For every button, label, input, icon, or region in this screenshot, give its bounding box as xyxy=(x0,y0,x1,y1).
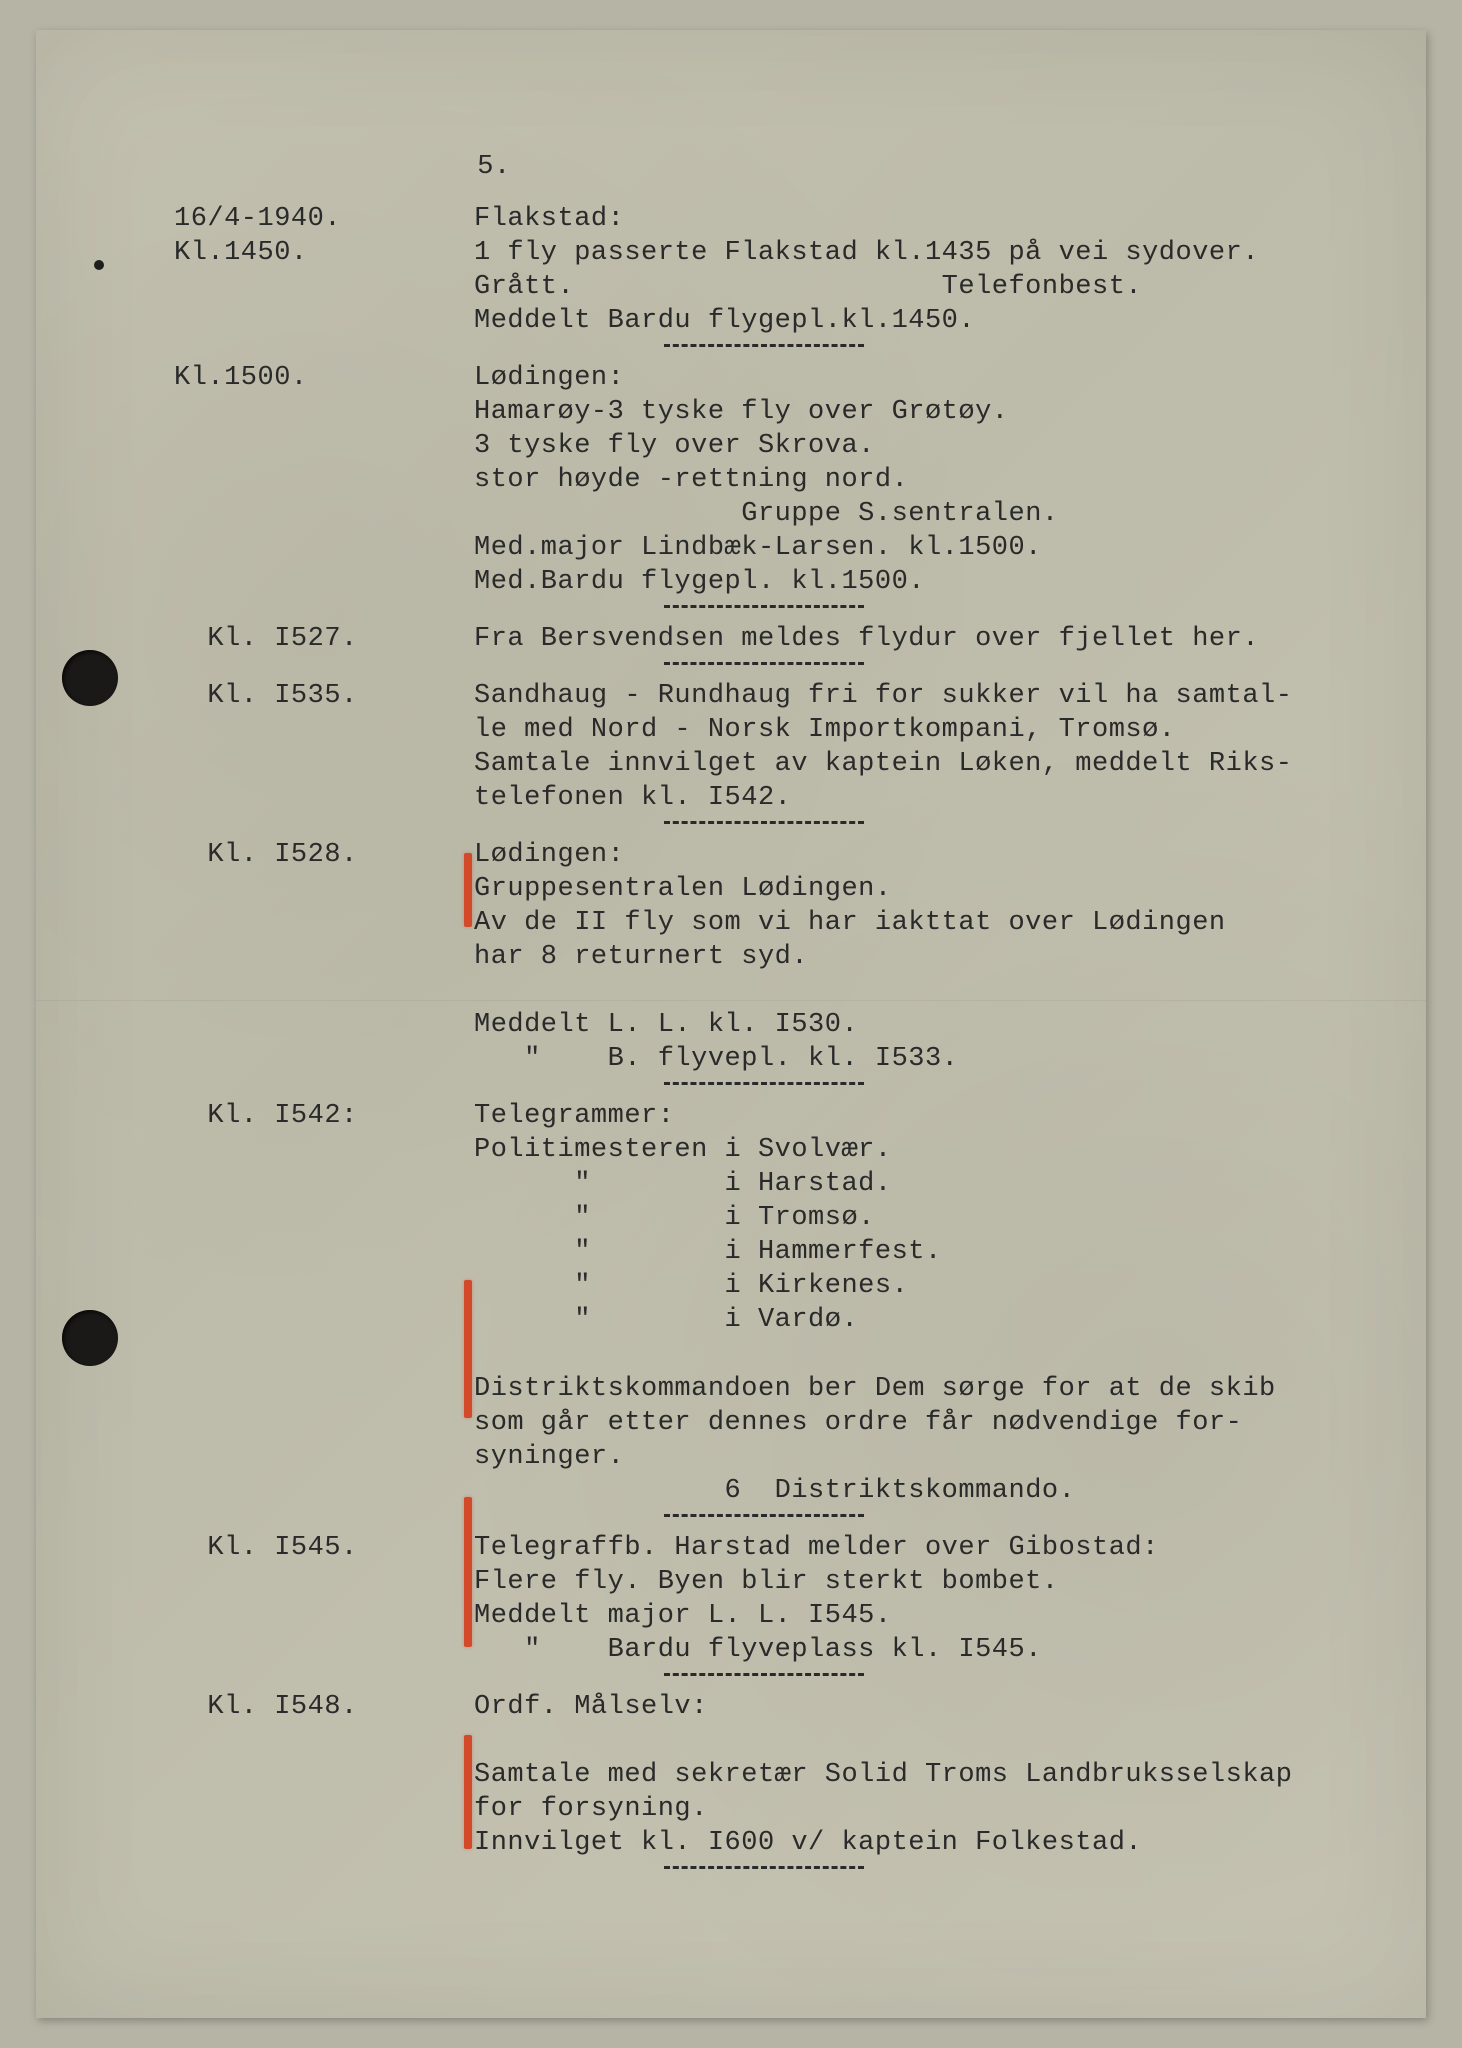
separator-line xyxy=(664,821,864,824)
entry-body: Flakstad: 1 fly passerte Flakstad kl.143… xyxy=(474,202,1374,353)
separator-line xyxy=(664,1514,864,1517)
entry-line: Av de II fly som vi har iakttat over Lød… xyxy=(474,908,1226,938)
page-number: 5. xyxy=(464,150,524,184)
entry-time: Kl.1500. xyxy=(174,363,308,393)
entry-line: le med Nord - Norsk Importkompani, Troms… xyxy=(474,715,1176,745)
entry-time: Kl. I548. xyxy=(207,1692,357,1722)
entry-line: " i Harstad. xyxy=(474,1169,892,1199)
separator-line xyxy=(664,1673,864,1676)
entry-time: Kl. I535. xyxy=(207,681,357,711)
entry-line: har 8 returnert syd. xyxy=(474,942,808,972)
entry-line: " Bardu flyveplass kl. I545. xyxy=(474,1635,1042,1665)
entry-time: Kl. I542: xyxy=(207,1101,357,1131)
entry-line: Samtale innvilget av kaptein Løken, medd… xyxy=(474,749,1292,779)
entry-line: Gruppe S.sentralen. xyxy=(474,499,1059,529)
entry-time-col: Kl. I535. xyxy=(174,679,474,830)
separator-line xyxy=(664,662,864,665)
highlight-mark xyxy=(464,1497,472,1647)
log-entry: Kl. I528. Lødingen: Gruppesentralen Lødi… xyxy=(174,838,1374,1091)
ink-dot xyxy=(94,260,104,270)
entry-time-col: 16/4-1940. Kl.1450. xyxy=(174,202,474,353)
entry-body: Fra Bersvendsen meldes flydur over fjell… xyxy=(474,622,1374,671)
entry-line: 6 Distriktskommando. xyxy=(474,1476,1075,1506)
entry-line: syninger. xyxy=(474,1442,624,1472)
highlight-mark xyxy=(464,853,472,927)
entry-line: Lødingen: xyxy=(474,840,624,870)
document-content: 5. 16/4-1940. Kl.1450. Flakstad: 1 fly p… xyxy=(174,150,1374,1883)
separator-line xyxy=(664,1866,864,1869)
separator-line xyxy=(664,1082,864,1085)
log-entry: Kl. I542: Telegrammer: Politimesteren i … xyxy=(174,1099,1374,1522)
separator-line xyxy=(664,344,864,347)
entry-line: " i Kirkenes. xyxy=(474,1271,908,1301)
entry-body: Telegrammer: Politimesteren i Svolvær. "… xyxy=(474,1099,1374,1522)
entry-line: Samtale med sekretær Solid Troms Landbru… xyxy=(474,1760,1292,1790)
entry-time-col: Kl. I528. xyxy=(174,838,474,1091)
entry-time-col: Kl. I548. xyxy=(174,1690,474,1875)
entry-time: Kl. I528. xyxy=(207,840,357,870)
entry-line: Meddelt L. L. kl. I530. xyxy=(474,1010,858,1040)
entry-line: Ordf. Målselv: xyxy=(474,1692,708,1722)
log-entry: Kl. I548. Ordf. Målselv: Samtale med sek… xyxy=(174,1690,1374,1875)
highlight-mark xyxy=(464,1735,472,1849)
entry-line: Telegrammer: xyxy=(474,1101,674,1131)
entry-time-col: Kl. I527. xyxy=(174,622,474,671)
entry-line: for forsyning. xyxy=(474,1794,708,1824)
entry-time-col: Kl. I545. xyxy=(174,1531,474,1682)
entry-line: Med.Bardu flygepl. kl.1500. xyxy=(474,567,925,597)
entry-time: Kl. I527. xyxy=(207,624,357,654)
separator-line xyxy=(664,605,864,608)
entry-line: Distriktskommandoen ber Dem sørge for at… xyxy=(474,1374,1276,1404)
entry-line: Fra Bersvendsen meldes flydur over fjell… xyxy=(474,624,1259,654)
entry-line: " i Vardø. xyxy=(474,1305,858,1335)
entry-line: " B. flyvepl. kl. I533. xyxy=(474,1044,958,1074)
entry-line: 1 fly passerte Flakstad kl.1435 på vei s… xyxy=(474,238,1259,268)
entry-line: 3 tyske fly over Skrova. xyxy=(474,431,875,461)
entry-line: Telegraffb. Harstad melder over Gibostad… xyxy=(474,1533,1159,1563)
highlight-mark xyxy=(464,1280,472,1418)
entry-line: telefonen kl. I542. xyxy=(474,783,791,813)
log-entry: Kl.1500. Lødingen: Hamarøy-3 tyske fly o… xyxy=(174,361,1374,614)
entry-body: Ordf. Målselv: Samtale med sekretær Soli… xyxy=(474,1690,1374,1875)
entry-line: Flere fly. Byen blir sterkt bombet. xyxy=(474,1567,1059,1597)
entry-line: Innvilget kl. I600 v/ kaptein Folkestad. xyxy=(474,1828,1142,1858)
log-entry: Kl. I545. Telegraffb. Harstad melder ove… xyxy=(174,1531,1374,1682)
log-entry: 16/4-1940. Kl.1450. Flakstad: 1 fly pass… xyxy=(174,202,1374,353)
entry-line: " i Hammerfest. xyxy=(474,1237,942,1267)
entry-line: Gruppesentralen Lødingen. xyxy=(474,874,892,904)
entry-line: som går etter dennes ordre får nødvendig… xyxy=(474,1408,1242,1438)
entry-line: stor høyde -rettning nord. xyxy=(474,465,908,495)
entry-body: Lødingen: Gruppesentralen Lødingen. Av d… xyxy=(474,838,1374,1091)
entry-line: " i Tromsø. xyxy=(474,1203,875,1233)
log-entry: Kl. I535. Sandhaug - Rundhaug fri for su… xyxy=(174,679,1374,830)
entry-body: Telegraffb. Harstad melder over Gibostad… xyxy=(474,1531,1374,1682)
entry-time-col: Kl. I542: xyxy=(174,1099,474,1522)
entry-time-col: Kl.1500. xyxy=(174,361,474,614)
entry-time: Kl.1450. xyxy=(174,238,308,268)
entry-line: Politimesteren i Svolvær. xyxy=(474,1135,892,1165)
entry-body: Lødingen: Hamarøy-3 tyske fly over Grøtø… xyxy=(474,361,1374,614)
entry-date: 16/4-1940. xyxy=(174,204,341,234)
paper-sheet: 5. 16/4-1940. Kl.1450. Flakstad: 1 fly p… xyxy=(36,30,1426,2018)
entry-time: Kl. I545. xyxy=(207,1533,357,1563)
punch-hole xyxy=(62,650,118,706)
log-entry: Kl. I527. Fra Bersvendsen meldes flydur … xyxy=(174,622,1374,671)
entry-line: Meddelt Bardu flygepl.kl.1450. xyxy=(474,306,975,336)
entry-line: Med.major Lindbæk-Larsen. kl.1500. xyxy=(474,533,1042,563)
entry-body: Sandhaug - Rundhaug fri for sukker vil h… xyxy=(474,679,1374,830)
punch-hole xyxy=(62,1310,118,1366)
entry-line: Meddelt major L. L. I545. xyxy=(474,1601,892,1631)
entry-line: Sandhaug - Rundhaug fri for sukker vil h… xyxy=(474,681,1292,711)
entry-line: Flakstad: xyxy=(474,204,624,234)
entry-line: Hamarøy-3 tyske fly over Grøtøy. xyxy=(474,397,1008,427)
entry-line: Lødingen: xyxy=(474,363,624,393)
entry-line: Grått. Telefonbest. xyxy=(474,272,1142,302)
